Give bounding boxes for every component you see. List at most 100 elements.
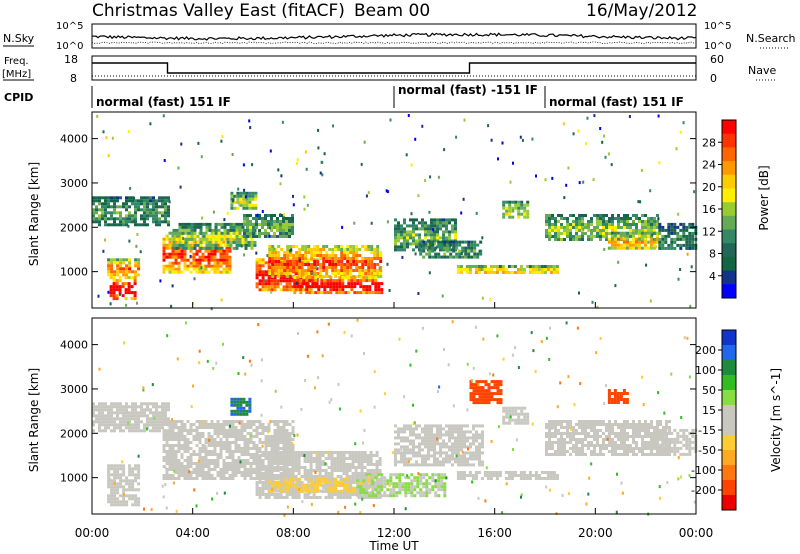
heatmap-cell: [258, 426, 262, 429]
heatmap-cell: [513, 471, 517, 474]
heatmap-cell: [248, 409, 252, 413]
heatmap-noise-cell: [549, 233, 552, 237]
heatmap-cell: [274, 266, 278, 269]
heatmap-cell: [113, 467, 117, 471]
heatmap-cell: [246, 226, 249, 229]
heatmap-cell: [288, 441, 292, 444]
heatmap-cell: [220, 225, 224, 229]
heatmap-cell: [162, 474, 166, 477]
heatmap-cell: [377, 285, 381, 289]
heatmap-cell: [134, 261, 138, 265]
heatmap-cell: [198, 435, 202, 438]
heatmap-cell: [152, 426, 155, 430]
heatmap-cell: [644, 220, 647, 223]
heatmap-cell: [122, 411, 125, 415]
heatmap-cell: [510, 477, 514, 480]
heatmap-noise-cell: [586, 116, 589, 120]
heatmap-cell: [309, 451, 313, 454]
heatmap-cell: [289, 263, 293, 266]
heatmap-cell: [171, 450, 175, 453]
heatmap-cell: [177, 447, 181, 450]
heatmap-cell: [430, 445, 433, 449]
heatmap-cell: [481, 463, 484, 467]
heatmap-cell: [436, 245, 439, 249]
heatmap-cell: [454, 436, 457, 440]
heatmap-noise-cell: [248, 119, 251, 123]
heatmap-cell: [425, 488, 429, 492]
heatmap-cell: [342, 460, 346, 463]
heatmap-cell: [433, 248, 436, 252]
heatmap-cell: [688, 237, 692, 241]
heatmap-cell: [231, 474, 235, 477]
heatmap-cell: [379, 260, 383, 263]
heatmap-cell: [419, 473, 423, 477]
heatmap-cell: [593, 214, 596, 217]
heatmap-cell: [237, 438, 241, 441]
heatmap-cell: [276, 477, 280, 480]
heatmap-cell: [350, 282, 354, 286]
heatmap-cell: [289, 251, 293, 254]
heatmap-cell: [590, 217, 593, 220]
heatmap-cell: [164, 402, 167, 406]
heatmap-cell: [370, 272, 374, 275]
heatmap-cell: [125, 479, 129, 483]
heatmap-cell: [622, 243, 626, 247]
heatmap-cell: [303, 472, 307, 475]
heatmap-cell: [380, 473, 384, 477]
heatmap-cell: [309, 457, 313, 460]
heatmap-cell: [271, 263, 275, 266]
heatmap-cell: [403, 460, 406, 464]
heatmap-cell: [225, 432, 229, 435]
heatmap-cell: [198, 261, 202, 265]
heatmap-cell: [234, 432, 238, 435]
heatmap-cell: [186, 456, 190, 459]
heatmap-cell: [454, 430, 457, 434]
heatmap-cell: [406, 424, 409, 428]
heatmap-cell: [365, 288, 369, 292]
heatmap-cell: [243, 438, 247, 441]
heatmap-cell: [315, 451, 319, 454]
heatmap-cell: [375, 454, 379, 457]
heatmap-cell: [155, 423, 158, 427]
heatmap-cell: [343, 263, 347, 266]
heatmap-cell: [134, 414, 137, 418]
heatmap-cell: [448, 221, 451, 225]
heatmap-cell: [410, 485, 414, 489]
heatmap-cell: [295, 483, 299, 487]
heatmap-cell: [137, 202, 140, 206]
heatmap-cell: [128, 429, 131, 433]
heatmap-cell: [258, 454, 262, 457]
heatmap-cell: [436, 451, 439, 455]
heatmap-cell: [282, 235, 285, 238]
heatmap-cell: [244, 237, 248, 241]
heatmap-cell: [198, 465, 202, 468]
heatmap-cell: [430, 430, 433, 434]
heatmap-cell: [507, 471, 511, 474]
heatmap-cell: [155, 208, 158, 212]
heatmap-cell: [355, 263, 359, 266]
heatmap-noise-cell: [637, 200, 640, 204]
heatmap-cell: [243, 468, 247, 471]
heatmap-cell: [119, 473, 123, 477]
heatmap-cell: [175, 234, 179, 238]
colorbar-swatch: [722, 188, 736, 203]
heatmap-cell: [486, 474, 490, 477]
heatmap-cell: [146, 414, 149, 418]
heatmap-cell: [649, 231, 653, 235]
heatmap-cell: [459, 471, 463, 474]
heatmap-cell: [303, 469, 307, 472]
heatmap-cell: [345, 493, 349, 496]
heatmap-cell: [195, 258, 199, 262]
heatmap-cell: [445, 454, 448, 458]
heatmap-cell: [326, 285, 330, 289]
heatmap-noise-cell: [107, 290, 110, 294]
heatmap-cell: [243, 477, 247, 480]
heatmap-cell: [107, 273, 111, 277]
heatmap-cell: [292, 483, 296, 487]
heatmap-cell: [236, 406, 240, 410]
heatmap-cell: [339, 454, 343, 457]
heatmap-cell: [98, 199, 101, 203]
heatmap-cell: [291, 232, 294, 235]
heatmap-cell: [204, 426, 208, 429]
heatmap-cell: [137, 426, 140, 430]
